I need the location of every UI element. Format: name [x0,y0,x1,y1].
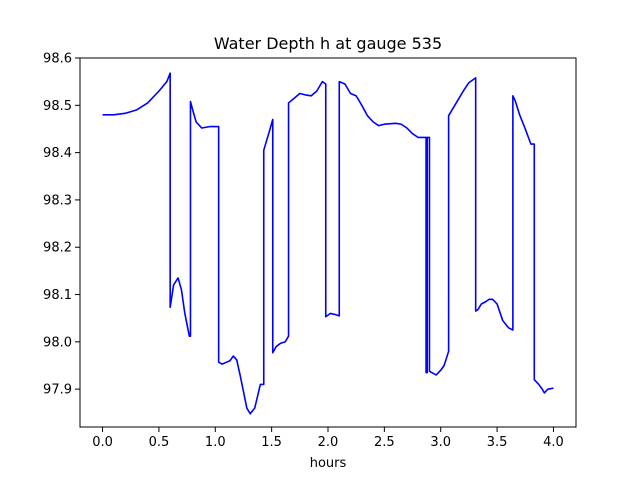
y-tick-label: 98.5 [43,99,72,114]
x-tick-label: 4.0 [543,435,564,450]
x-tick-label: 3.5 [487,435,508,450]
y-tick-label: 97.9 [43,383,72,398]
x-tick-label: 1.5 [261,435,282,450]
plot-frame [79,57,577,428]
y-tick-label: 98.2 [43,241,72,256]
x-axis-label: hours [310,456,347,471]
y-tick-label: 98.3 [43,193,72,208]
x-tick-label: 0.0 [92,435,113,450]
x-axis: 0.0 0.5 1.0 1.5 2.0 2.5 3.0 3.5 4.0 [92,427,564,450]
series-line [102,72,554,415]
y-tick-label: 98.4 [43,146,72,161]
x-tick-label: 1.0 [205,435,226,450]
x-tick-label: 3.0 [430,435,451,450]
chart-title: Water Depth h at gauge 535 [214,34,442,53]
y-tick-label: 98.1 [43,288,72,303]
x-tick-label: 0.5 [149,435,170,450]
plot-area [79,57,577,428]
y-tick-label: 98.6 [43,52,72,67]
y-axis: 97.9 98.0 98.1 98.2 98.3 98.4 98.5 98.6 [43,52,80,398]
x-tick-label: 2.0 [318,435,339,450]
y-tick-label: 98.0 [43,335,72,350]
x-tick-label: 2.5 [374,435,395,450]
